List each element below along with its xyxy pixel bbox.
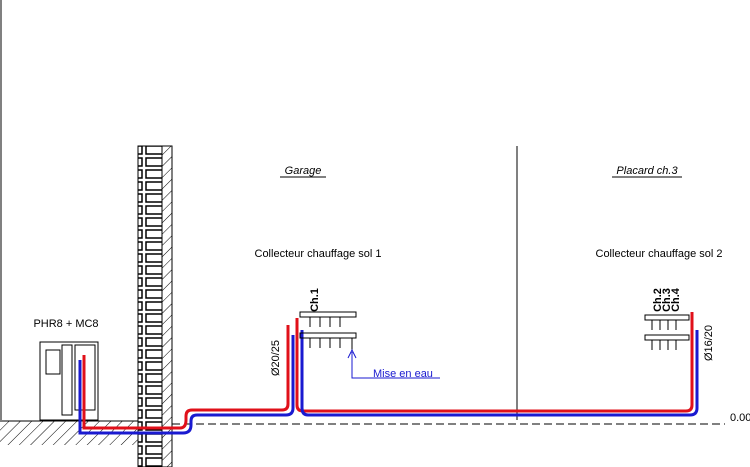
room-label: Garage	[285, 165, 322, 177]
boiler-label: PHR8 + MC8	[33, 318, 98, 330]
fill-point-label: Mise en eau	[373, 368, 433, 380]
pipes	[78, 312, 699, 435]
room-label: Placard ch.3	[616, 165, 678, 177]
pipe-size: Ø20/25	[270, 340, 282, 376]
circuit-label: Ch.4	[670, 287, 682, 312]
structure	[0, 0, 725, 467]
pipe-size: Ø16/20	[703, 325, 715, 361]
collectors	[299, 311, 690, 379]
circuit-label: Ch.1	[309, 288, 321, 312]
boiler	[39, 341, 99, 421]
labels: Garage Placard ch.3 Collecteur chauffage…	[33, 165, 750, 424]
collector-label: Collecteur chauffage sol 1	[255, 248, 382, 260]
collector-label: Collecteur chauffage sol 2	[596, 248, 723, 260]
circuit-label: Ch.2	[652, 288, 664, 312]
level-label: 0.00	[730, 412, 750, 424]
circuit-label: Ch.3	[661, 288, 673, 312]
